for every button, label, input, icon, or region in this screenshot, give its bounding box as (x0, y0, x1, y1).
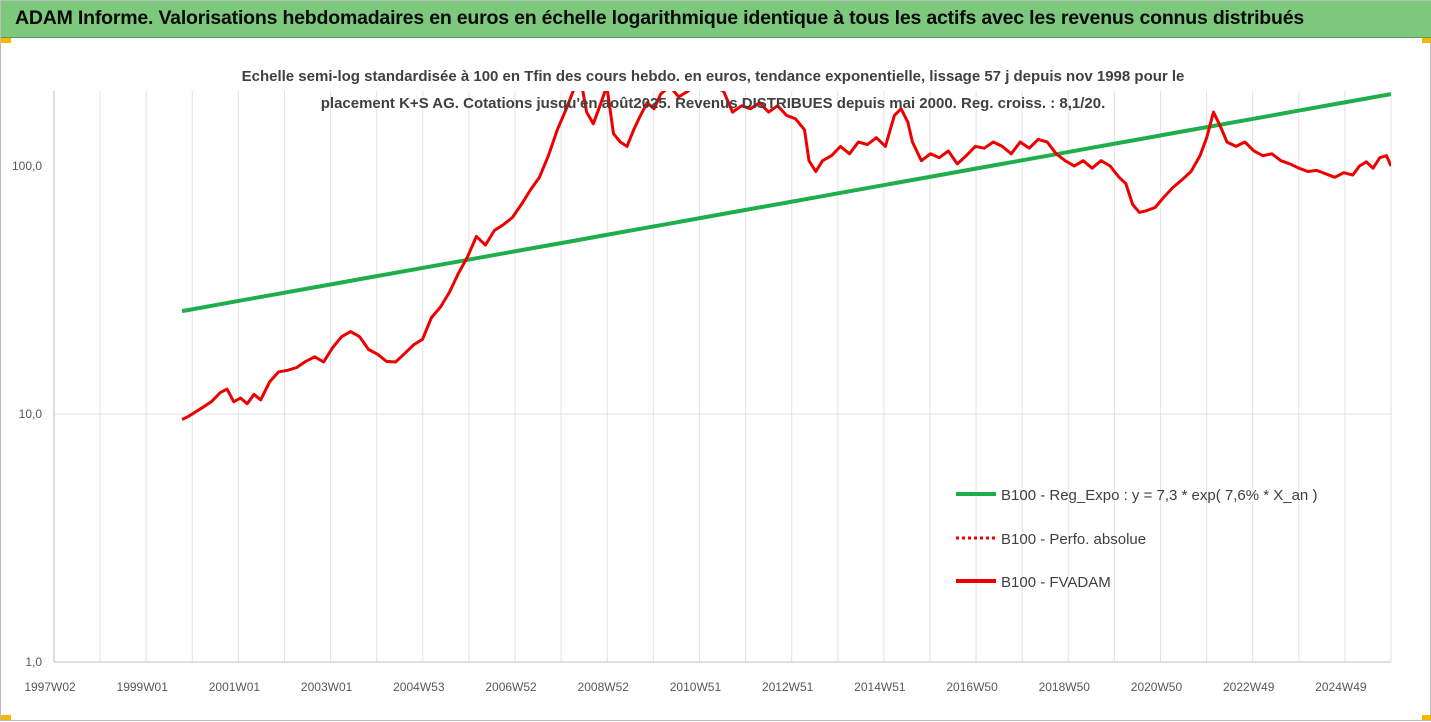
legend-item-fvadam: B100 - FVADAM (956, 574, 1111, 591)
x-tick-label: 2003W01 (301, 680, 353, 694)
corner-marker (1422, 715, 1431, 720)
y-tick-label: 100,0 (12, 159, 42, 173)
x-tick-label: 2016W50 (946, 680, 998, 694)
series-lines (181, 91, 1391, 421)
trend-line (181, 92, 1391, 314)
y-tick-label: 10,0 (19, 407, 43, 421)
chart-title-line-1: Echelle semi-log standardisée à 100 en T… (242, 68, 1185, 85)
legend-label-fvadam: B100 - FVADAM (1001, 574, 1111, 591)
header-title: ADAM Informe. Valorisations hebdomadaire… (15, 7, 1305, 29)
x-tick-label: 2008W52 (578, 680, 630, 694)
legend-item-reg-expo: B100 - Reg_Expo : y = 7,3 * exp( 7,6% * … (956, 487, 1317, 504)
header-bar: ADAM Informe. Valorisations hebdomadaire… (1, 1, 1431, 38)
x-tick-label: 1997W02 (24, 680, 76, 694)
x-tick-label: 2001W01 (209, 680, 261, 694)
x-tick-label: 2020W50 (1131, 680, 1183, 694)
legend-item-perfo: B100 - Perfo. absolue (956, 531, 1146, 548)
x-tick-label: 1999W01 (117, 680, 169, 694)
x-tick-label: 2006W52 (485, 680, 537, 694)
grid (53, 91, 1392, 662)
legend: B100 - Reg_Expo : y = 7,3 * exp( 7,6% * … (956, 487, 1317, 591)
x-tick-label: 2022W49 (1223, 680, 1275, 694)
legend-label-perfo: B100 - Perfo. absolue (1001, 531, 1146, 548)
y-tick-labels: 1,0 10,0 100,0 (12, 159, 42, 669)
chart-title: Echelle semi-log standardisée à 100 en T… (242, 68, 1185, 112)
fvadam-line (181, 91, 1391, 421)
x-tick-label: 2004W53 (393, 680, 445, 694)
corner-marker (1422, 38, 1431, 43)
corner-marker (1, 38, 11, 43)
x-tick-label: 2012W51 (762, 680, 814, 694)
x-tick-label: 2014W51 (854, 680, 906, 694)
y-tick-label: 1,0 (25, 655, 42, 669)
corner-marker (1, 715, 11, 720)
legend-label-reg-expo: B100 - Reg_Expo : y = 7,3 * exp( 7,6% * … (1001, 487, 1317, 504)
x-tick-label: 2018W50 (1039, 680, 1091, 694)
chart-title-line-2: placement K+S AG. Cotations jusqu'en aoû… (321, 95, 1106, 112)
x-tick-label: 2024W49 (1315, 680, 1367, 694)
x-tick-labels: 1997W02 1999W01 2001W01 2003W01 2004W53 2006W… (24, 680, 1367, 694)
x-tick-label: 2010W51 (670, 680, 722, 694)
